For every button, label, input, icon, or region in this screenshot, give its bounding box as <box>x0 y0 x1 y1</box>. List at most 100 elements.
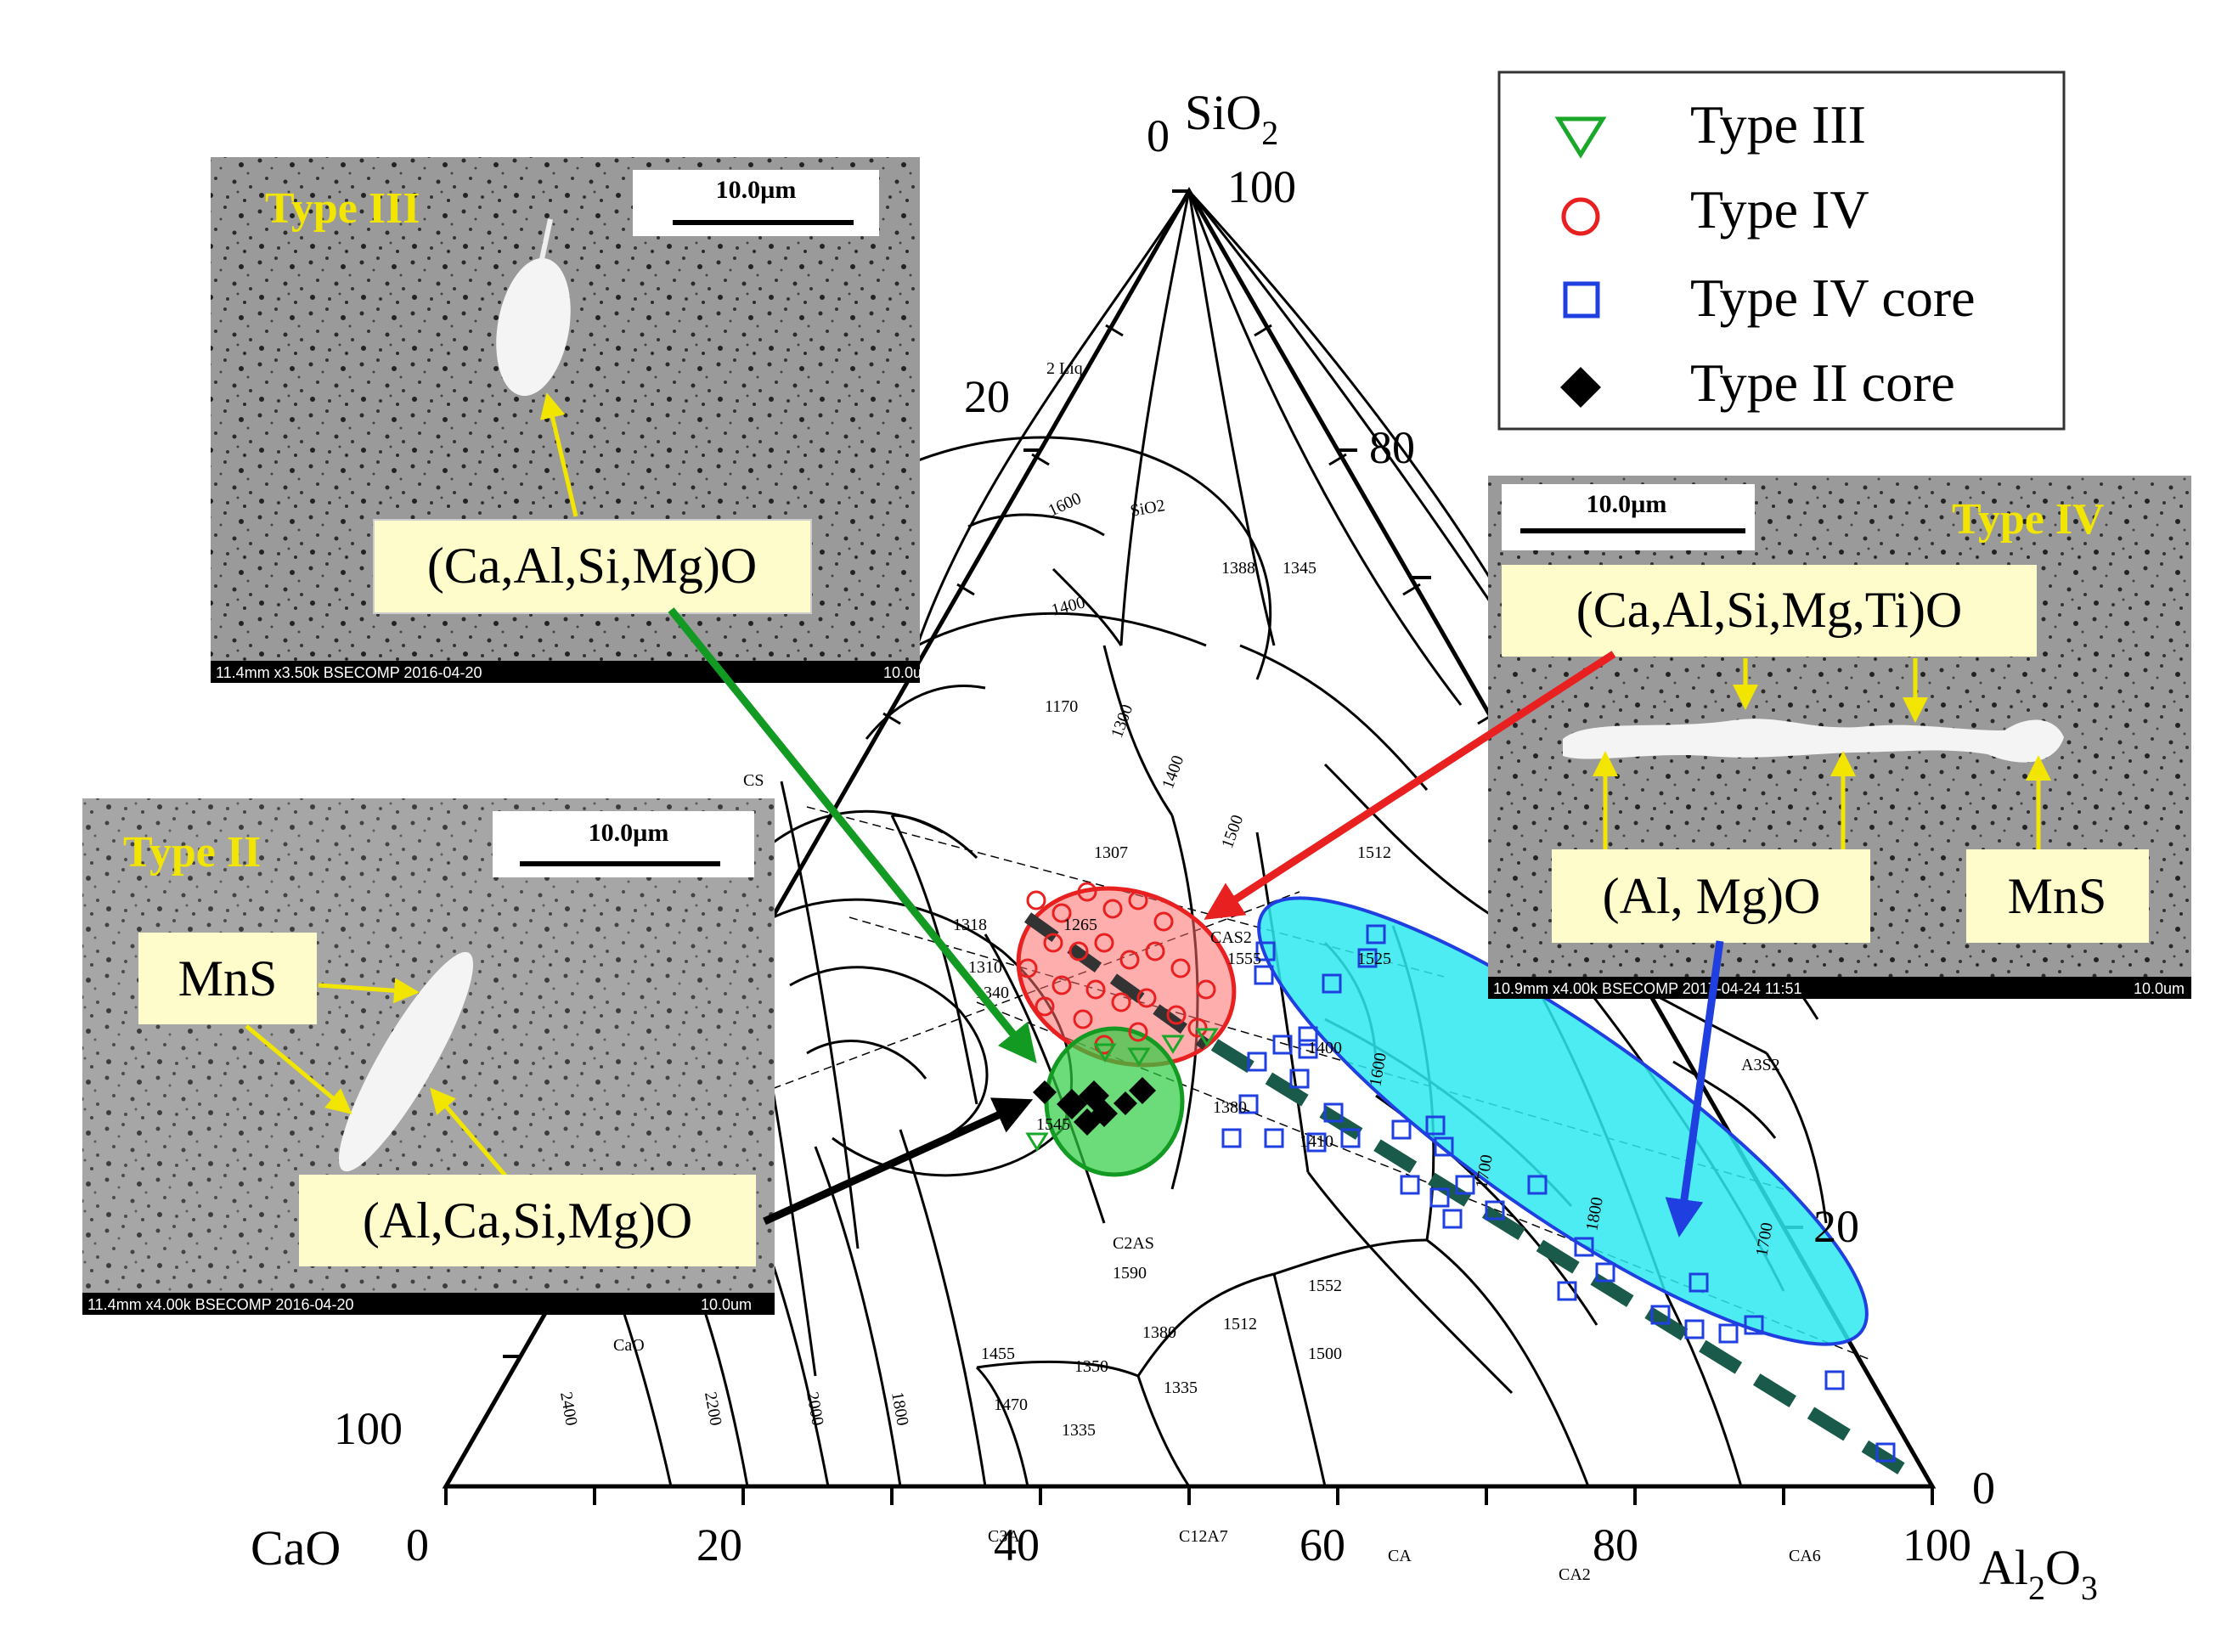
phase-label: C3A <box>988 1527 1020 1546</box>
phase-label: 2400 <box>556 1390 581 1427</box>
type2-core-point <box>1114 1091 1137 1115</box>
type4-point <box>1187 1018 1208 1038</box>
inclusion-particle <box>496 257 571 397</box>
inclusion-particle <box>338 951 474 1172</box>
phase-label: 1512 <box>1223 1315 1257 1333</box>
phase-label: A3S2 <box>1741 1056 1780 1074</box>
type4-point <box>1077 882 1097 902</box>
phase-label: 1400 <box>1159 753 1187 792</box>
phase-label: 1400 <box>1308 1039 1342 1057</box>
inset-footer-right: 10.0um <box>883 664 934 681</box>
inclusion-particle <box>1563 719 2064 763</box>
phase-label: CaO <box>613 1336 645 1355</box>
pointer-arrow <box>318 978 420 1004</box>
legend-marker-type4 <box>1561 197 1600 236</box>
type3-point <box>1127 1047 1151 1067</box>
inset-type2: 10.0µm Type II MnS (Al,Ca,Si,Mg)O 11.4mm… <box>82 798 775 1315</box>
scale-bar-label: 10.0µm <box>1587 490 1667 518</box>
type2-core-point <box>1129 1077 1156 1104</box>
tick-label-right: 100 <box>1227 161 1296 212</box>
type4-point <box>1085 979 1106 1000</box>
inset-title: Type II <box>123 828 261 877</box>
tick-label-bottom: 0 <box>406 1520 429 1570</box>
type4-point <box>1068 941 1089 961</box>
type4-connector-arrow <box>1204 651 1616 920</box>
type4-core-point <box>1429 1187 1450 1208</box>
label-text: (Al, Mg)O <box>1603 868 1821 924</box>
type4-core-point <box>1238 1094 1259 1114</box>
phase-label: CA6 <box>1789 1547 1821 1565</box>
type4-core-point <box>1485 1200 1505 1221</box>
type3-connector-arrow <box>668 607 1037 1064</box>
label-box <box>1502 565 2037 657</box>
type4-core-trend-line <box>1210 1039 1907 1475</box>
legend-label-type3: Type III <box>1690 94 1866 155</box>
phase-label: 1410 <box>1300 1132 1333 1151</box>
axis-label-sio2: SiO2 <box>1185 85 1278 152</box>
inset-title: Type IV <box>1952 495 2105 544</box>
phase-label: 1300 <box>1108 702 1136 741</box>
type4-core-point <box>1264 1128 1284 1148</box>
phase-label: C12A7 <box>1179 1527 1228 1546</box>
scale-bar-label: 10.0µm <box>716 176 797 204</box>
type4-point <box>1051 903 1072 923</box>
type4-core-point <box>1425 1115 1446 1136</box>
inset-footer <box>1488 977 2191 999</box>
phase-label: 1525 <box>1357 950 1391 968</box>
type4-core-point <box>1357 948 1378 968</box>
type4-core-point <box>1255 941 1276 961</box>
inset-footer-left: 10.9mm x4.00k BSECOMP 2017-04-24 11:51 <box>1493 980 1802 997</box>
type4-core-point <box>1455 1175 1475 1195</box>
phase-label: 1555 <box>1227 950 1261 968</box>
type4-point <box>1153 911 1174 932</box>
type4-core-point <box>1689 1272 1709 1293</box>
tick-label-left: 100 <box>334 1403 403 1454</box>
tick-label-bottom: 40 <box>994 1520 1040 1570</box>
type4-core-point <box>1684 1319 1705 1339</box>
phase-label: 1512 <box>1357 843 1391 862</box>
type4-core-point <box>1247 1052 1267 1072</box>
type2-core-point <box>1091 1100 1118 1127</box>
type4-core-point <box>1289 1068 1310 1089</box>
label-box <box>1966 849 2149 943</box>
type2-core-markers <box>1033 1077 1156 1136</box>
inclusion-tail <box>539 218 553 260</box>
phase-label: CAS2 <box>1210 928 1252 947</box>
type4-point <box>1136 988 1157 1008</box>
tick-label-right: 0 <box>1972 1463 1995 1514</box>
inset-type3: 10.0µm Type III 11.4mm x3.50k BSECOMP 20… <box>211 157 934 683</box>
phase-labels: 2 Liq SiO2 1600 1388 1345 1400 1170 1300… <box>556 359 1821 1584</box>
inset-footer <box>82 1293 775 1315</box>
tick-label-right: 20 <box>1813 1201 1859 1252</box>
type4-core-point <box>1254 965 1274 985</box>
phase-label: 1590 <box>1113 1264 1147 1283</box>
phase-label: 1345 <box>1283 559 1316 578</box>
type4-point <box>1145 941 1165 961</box>
label-box <box>1552 849 1870 943</box>
type4-core-point <box>1322 973 1342 994</box>
inset-footer <box>211 661 920 683</box>
type4-point <box>1170 958 1191 978</box>
type3-point <box>1161 1035 1185 1054</box>
type4-core-point <box>1718 1323 1739 1344</box>
type4-core-point <box>1340 1128 1361 1148</box>
phase-label: CS <box>743 771 764 790</box>
phase-label: 1335 <box>1062 1421 1096 1440</box>
type4-point <box>1026 890 1046 911</box>
phase-label: 1552 <box>1308 1277 1342 1295</box>
label-box <box>138 933 317 1024</box>
type2-core-point <box>1033 1080 1057 1104</box>
type4-core-point <box>1323 1102 1344 1123</box>
phase-label: 1380 <box>1213 1098 1247 1117</box>
pointer-arrow <box>539 392 578 517</box>
label-text: (Ca,Al,Si,Mg,Ti)O <box>1576 582 1963 638</box>
type4-core-point <box>1306 1132 1327 1153</box>
phase-label: 2000 <box>803 1390 827 1427</box>
legend: Type III Type IV Type IV core Type II co… <box>1497 70 2066 431</box>
tick-label-bottom: 20 <box>696 1520 742 1570</box>
type4-core-point <box>1527 1175 1548 1195</box>
phase-label: CA2 <box>1559 1565 1591 1584</box>
type4-markers <box>1018 882 1216 1055</box>
label-text: MnS <box>2008 868 2107 924</box>
